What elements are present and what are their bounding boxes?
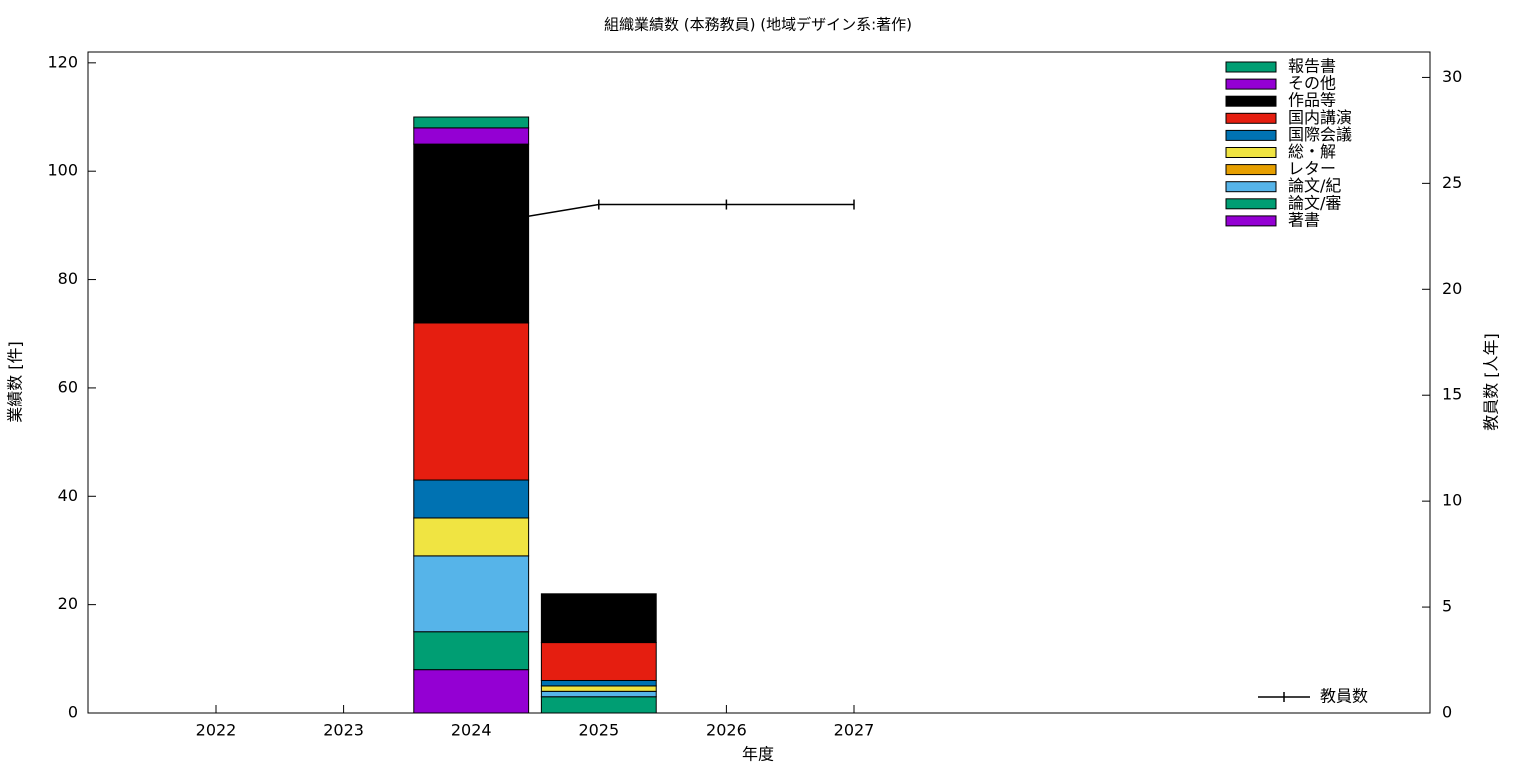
legend-swatch xyxy=(1225,215,1277,227)
legend-label: 報告書 xyxy=(1288,57,1336,76)
y-tick-label: 40 xyxy=(58,486,78,505)
x-tick-label: 2025 xyxy=(578,721,619,740)
y-tick-label: 0 xyxy=(68,703,78,722)
legend-label: その他 xyxy=(1288,74,1336,93)
bar-segment xyxy=(540,642,657,681)
legend-swatch xyxy=(1225,181,1277,193)
bar-segment xyxy=(413,116,530,129)
legend-swatch xyxy=(1225,78,1277,90)
y-tick-label: 60 xyxy=(58,377,78,396)
bar-segment xyxy=(540,696,657,714)
y2-tick-label: 15 xyxy=(1442,385,1462,404)
legend-swatch xyxy=(1225,198,1277,210)
bar-segment xyxy=(540,593,657,644)
legend-swatch xyxy=(1225,164,1277,176)
legend-label: 国内講演 xyxy=(1288,108,1352,127)
legend-label: 論文/紀 xyxy=(1288,176,1341,195)
x-tick-label: 2027 xyxy=(834,721,875,740)
y2-tick-label: 10 xyxy=(1442,491,1462,510)
y-tick-label: 120 xyxy=(47,52,78,71)
legend-label: レター xyxy=(1288,159,1336,178)
chart-title: 組織業績数 (本務教員) (地域デザイン系:著作) xyxy=(604,16,912,34)
y-axis-label: 業績数 [件] xyxy=(6,341,25,423)
legend-swatch xyxy=(1225,61,1277,73)
legend-swatch xyxy=(1225,129,1277,141)
bar-segment xyxy=(540,679,657,687)
legend-swatch xyxy=(1225,95,1277,107)
y2-tick-label: 30 xyxy=(1442,67,1462,86)
bar-segment xyxy=(413,517,530,557)
bar-segment xyxy=(413,322,530,481)
y2-tick-label: 5 xyxy=(1442,597,1452,616)
x-tick-label: 2023 xyxy=(323,721,364,740)
legend-label: 国際会議 xyxy=(1288,125,1352,144)
y2-tick-label: 0 xyxy=(1442,703,1452,722)
x-tick-label: 2022 xyxy=(196,721,237,740)
legend-label: 作品等 xyxy=(1288,91,1336,110)
legend-swatch xyxy=(1225,147,1277,158)
bar-segment xyxy=(540,685,657,692)
legend-label: 論文/審 xyxy=(1288,193,1341,212)
legend-label: 著書 xyxy=(1288,210,1320,229)
y2-tick-label: 20 xyxy=(1442,279,1462,298)
bar-segment xyxy=(540,690,657,698)
x-tick-label: 2024 xyxy=(451,721,492,740)
bar-segment xyxy=(413,631,530,671)
bar-segment xyxy=(413,143,530,324)
legend-label: 教員数 xyxy=(1320,687,1368,706)
x-tick-label: 2026 xyxy=(706,721,747,740)
bar-segment xyxy=(413,127,530,145)
legend-swatch xyxy=(1225,112,1277,124)
x-axis-label: 年度 xyxy=(742,745,774,764)
y-tick-label: 100 xyxy=(47,161,78,180)
y2-tick-label: 25 xyxy=(1442,173,1462,192)
legend-label: 総・解 xyxy=(1288,142,1336,161)
bar-segment xyxy=(413,555,530,633)
plot-frame xyxy=(87,51,1431,714)
bar-segment xyxy=(413,479,530,519)
bar-segment xyxy=(413,669,530,714)
y-tick-label: 80 xyxy=(58,269,78,288)
y2-axis-label: 教員数 [人年] xyxy=(1482,333,1501,431)
y-tick-label: 20 xyxy=(58,594,78,613)
line xyxy=(471,203,854,227)
